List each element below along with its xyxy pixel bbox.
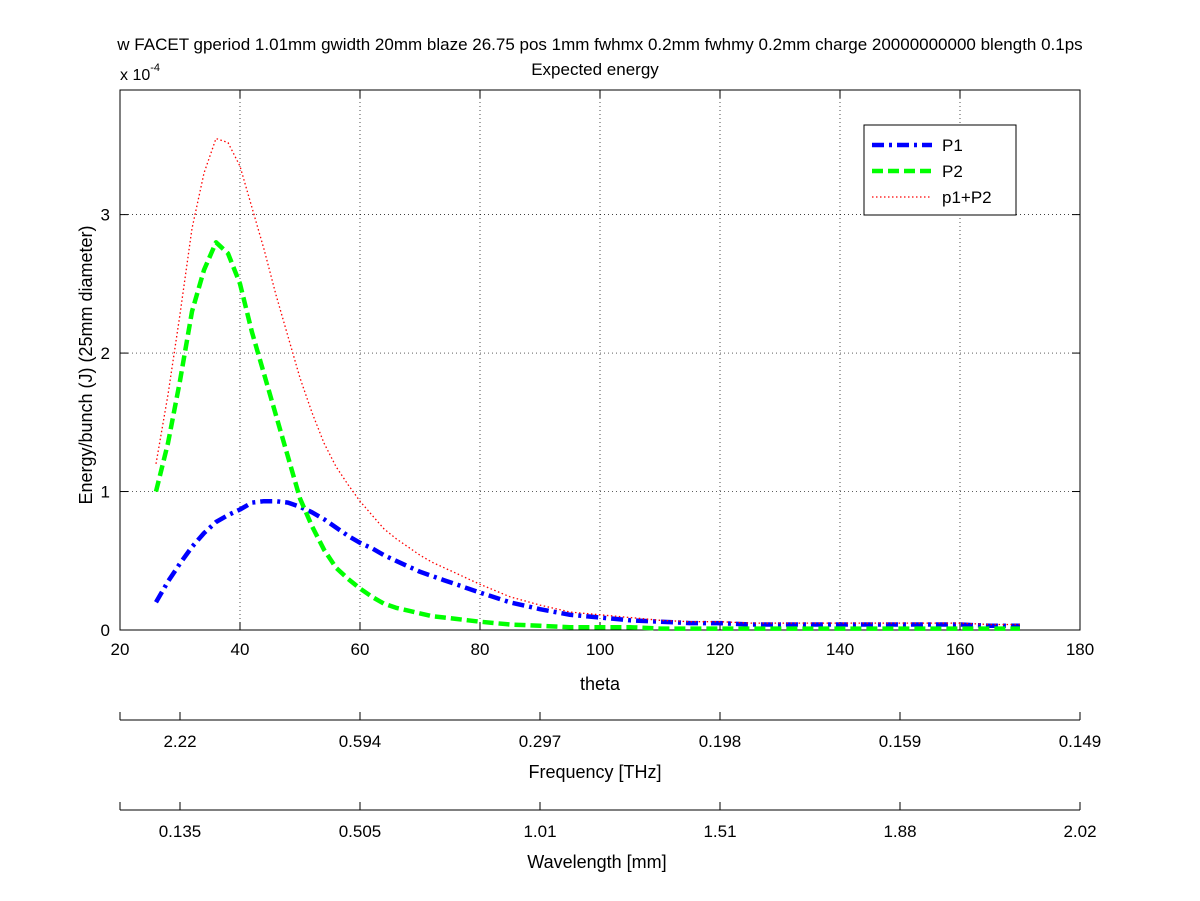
legend-label: P1	[942, 136, 963, 155]
axis-ticks	[119, 90, 1081, 631]
wavelength-axis: 0.135 0.505 1.01 1.51 1.88 2.02 Wavelength [m…	[119, 802, 1097, 872]
secondary-axis-tick-label: 0.159	[879, 732, 922, 751]
secondary-axis-tick-label: 1.01	[523, 822, 556, 841]
series-line-p1	[154, 498, 1020, 629]
secondary-axis-tick-label: 0.297	[519, 732, 562, 751]
secondary-axis-tick-label: 2.02	[1063, 822, 1096, 841]
y-tick-label: 3	[101, 206, 110, 225]
x-tick-label: 20	[111, 640, 130, 659]
secondary-axis-tick-label: 2.22	[163, 732, 196, 751]
secondary-axis-tick-label: 0.198	[699, 732, 742, 751]
legend: P1 P2 p1+P2	[863, 124, 1017, 216]
x-tick-labels: 20 40 60 80 100 120 140 160 180	[111, 640, 1095, 659]
x-tick-label: 80	[471, 640, 490, 659]
frequency-axis: 2.22 0.594 0.297 0.198 0.159 0.149 Frequency …	[119, 712, 1102, 782]
y-exponent-power: -4	[150, 62, 160, 74]
y-exponent-label: x 10-4	[120, 62, 160, 84]
x-tick-label: 160	[946, 640, 974, 659]
y-exponent-base: x 10	[120, 67, 150, 84]
series-line-p1-p2	[155, 137, 1020, 626]
secondary-axis-tick-label: 0.594	[339, 732, 382, 751]
legend-box	[863, 124, 1017, 216]
x-tick-label: 180	[1066, 640, 1094, 659]
frequency-axis-label: Frequency [THz]	[528, 762, 661, 782]
legend-label: p1+P2	[942, 188, 992, 207]
x-tick-label: 140	[826, 640, 854, 659]
x-tick-label: 60	[351, 640, 370, 659]
series-line-p2	[153, 240, 1020, 631]
chart-subtitle: Expected energy	[531, 60, 659, 79]
y-tick-labels: 0 1 2 3	[101, 206, 110, 640]
secondary-axis-tick-label: 0.149	[1059, 732, 1102, 751]
secondary-axis-tick-label: 1.51	[703, 822, 736, 841]
legend-label: P2	[942, 162, 963, 181]
y-tick-label: 1	[101, 483, 110, 502]
x-tick-label: 120	[706, 640, 734, 659]
y-tick-label: 2	[101, 344, 110, 363]
x-axis-label: theta	[580, 674, 621, 694]
wavelength-axis-label: Wavelength [mm]	[527, 852, 666, 872]
y-tick-label: 0	[101, 621, 110, 640]
chart-title: w FACET gperiod 1.01mm gwidth 20mm blaze…	[116, 35, 1082, 54]
secondary-axis-tick-label: 1.88	[883, 822, 916, 841]
x-tick-label: 100	[586, 640, 614, 659]
y-axis-label: Energy/bunch (J) (25mm diameter)	[76, 225, 96, 504]
secondary-axis-tick-label: 0.505	[339, 822, 382, 841]
series-lines	[153, 137, 1020, 631]
secondary-axis-tick-label: 0.135	[159, 822, 202, 841]
x-tick-label: 40	[231, 640, 250, 659]
